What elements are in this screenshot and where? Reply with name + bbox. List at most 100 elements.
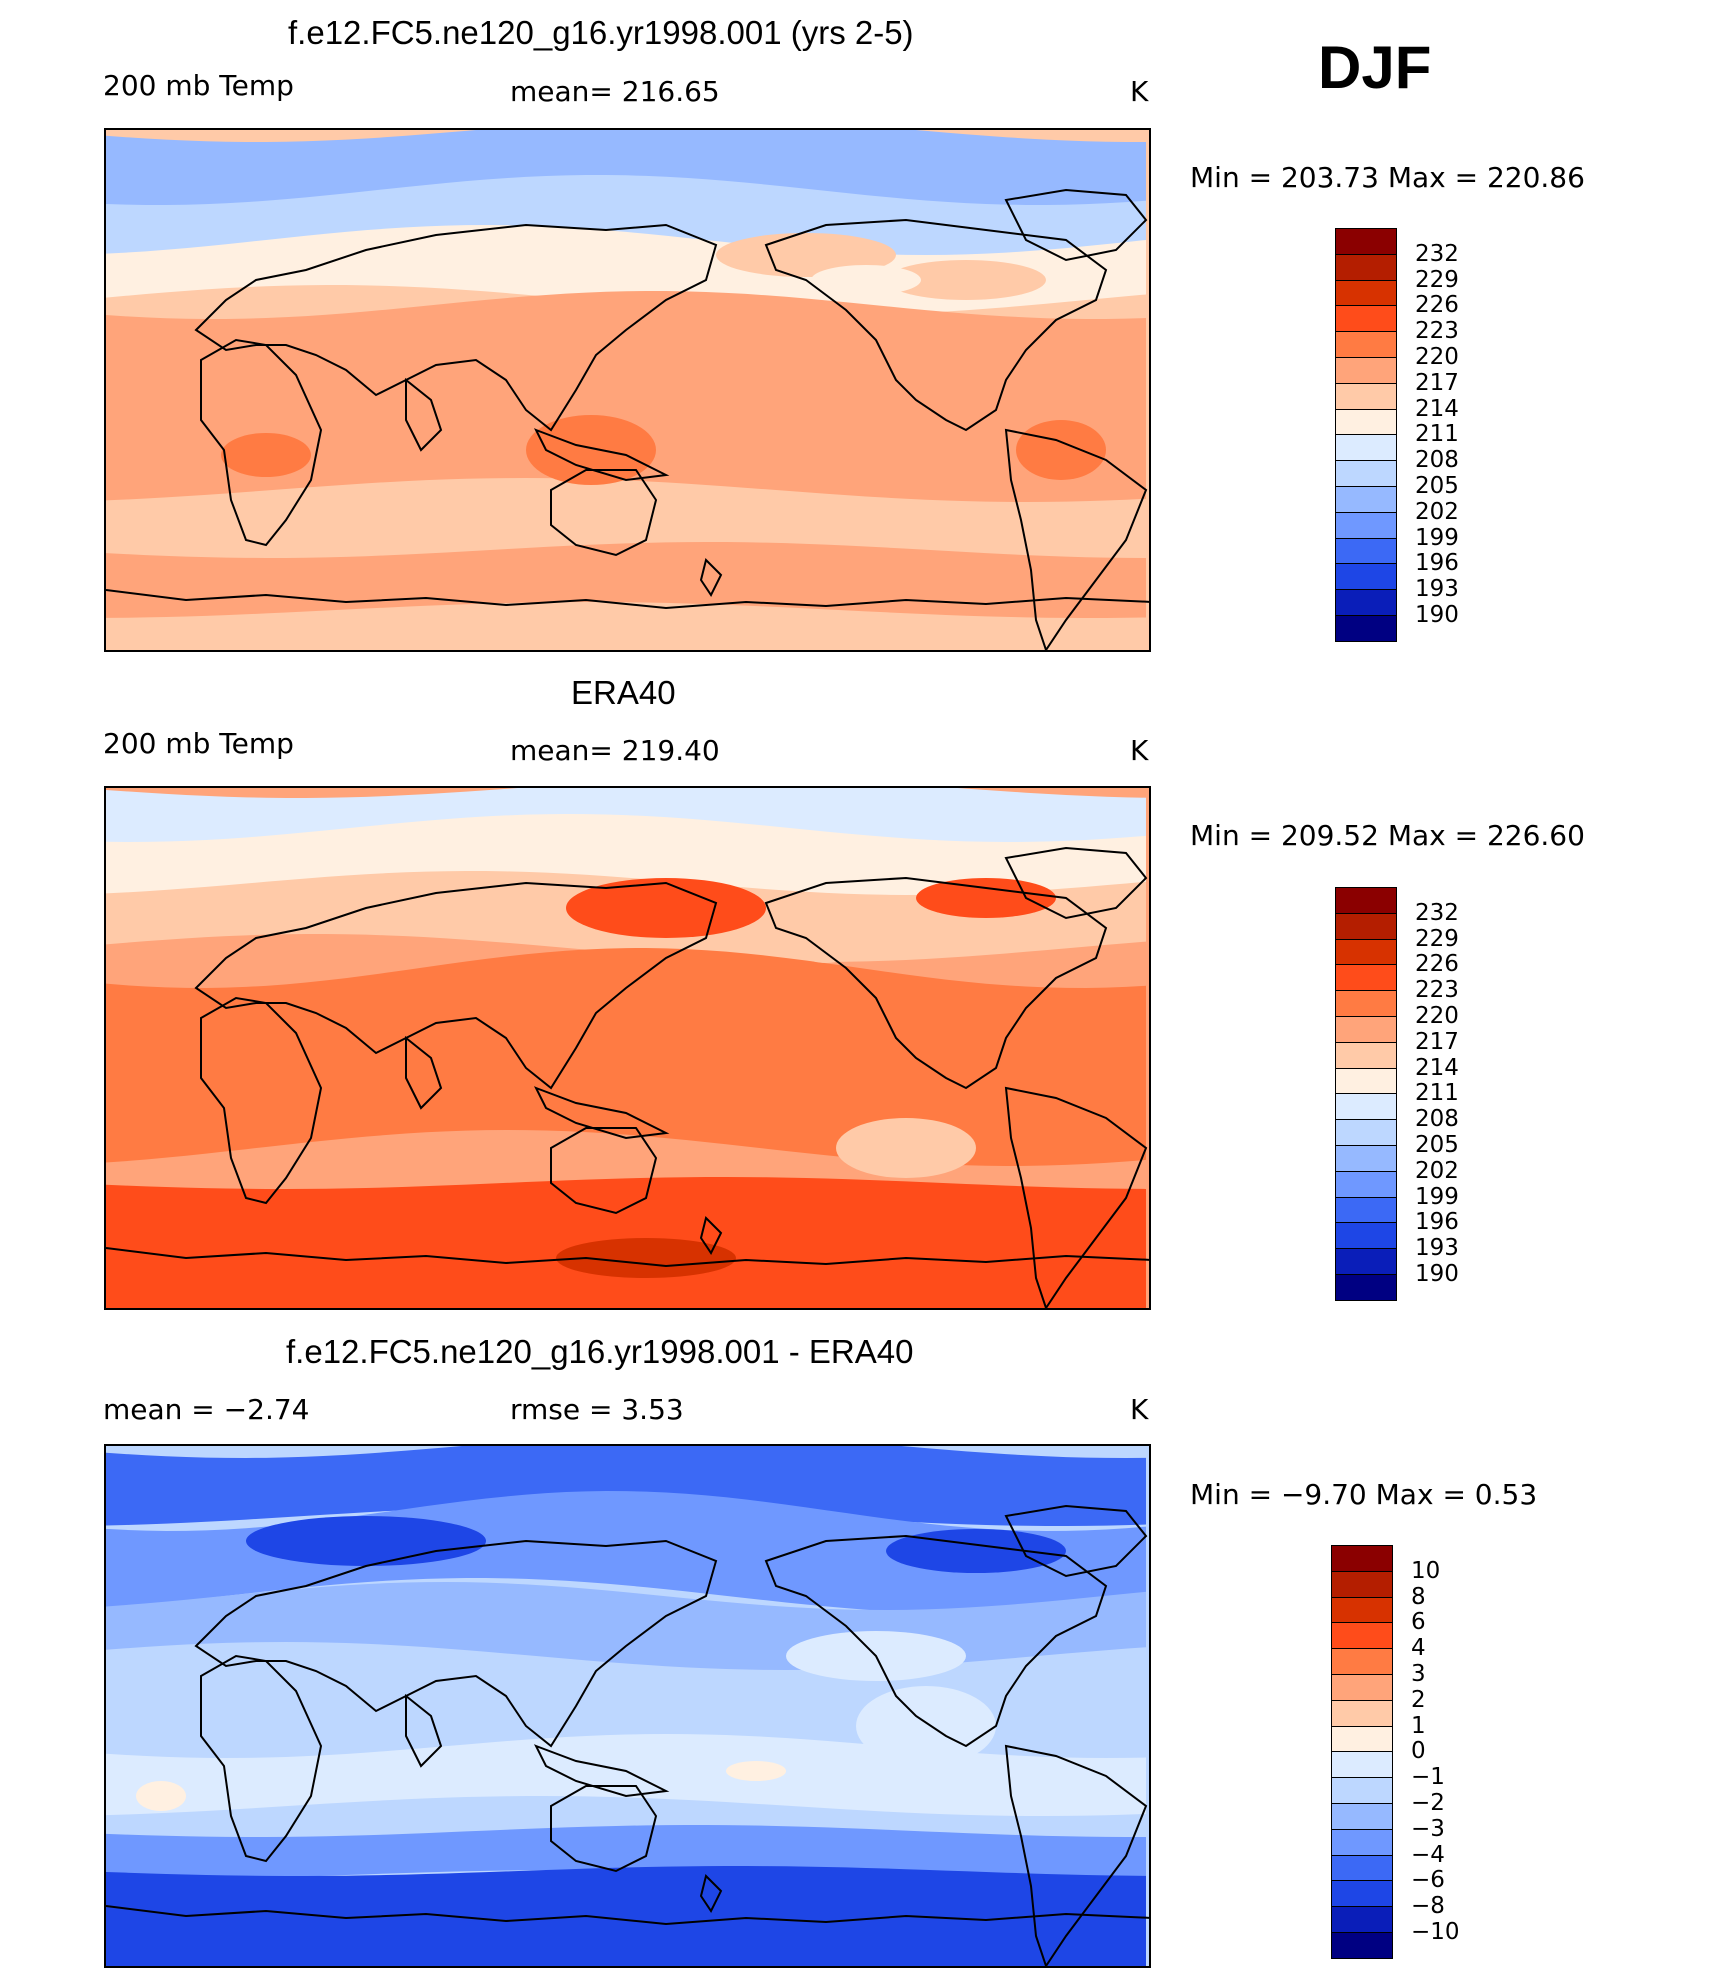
colorbar-swatch [1335,1222,1397,1250]
coastline [699,1874,723,1913]
coastline [405,1693,443,1768]
coastline [550,469,658,557]
map-panel-model [104,128,1151,652]
coastline [194,223,718,432]
coastline [533,1744,670,1798]
colorbar-tick-label: 205 [1415,473,1459,499]
field-band [106,291,1146,502]
mean-label: mean= 216.65 [510,75,720,108]
colorbar-swatch [1331,1854,1393,1882]
min-max-label: Min = 203.73 Max = 220.86 [1190,161,1585,194]
colorbar-tick-label: −4 [1411,1841,1445,1868]
colorbar-swatch [1331,1674,1393,1702]
coastline [764,876,1108,1090]
colorbar-tick-label: 193 [1415,1235,1459,1262]
coastline [550,1785,658,1873]
colorbar-tick-label: 211 [1415,1080,1459,1107]
colorbar-swatch [1335,1067,1397,1095]
coastline [405,1035,443,1110]
coastline [1004,428,1148,650]
colorbar-swatch [1331,1777,1393,1805]
colorbar-swatch [1331,1570,1393,1599]
field-band [106,175,1146,262]
field-band [106,542,1146,618]
field-blobs [221,415,1106,485]
mean-label: mean= 219.40 [510,734,720,767]
colorbar-swatch [1335,537,1397,565]
coastline [106,589,1149,610]
colorbar-swatch [1331,1932,1393,1960]
variable-label: 200 mb Temp [103,69,294,102]
colorbar-tick-label: 205 [1415,1132,1459,1158]
colorbar-swatch [1335,357,1397,385]
colorbar-tick-label: 199 [1415,1183,1459,1210]
colorbar-tick-label: −10 [1411,1919,1460,1945]
coastline [1004,1504,1148,1578]
colorbar-tick-label: 217 [1415,1028,1459,1055]
colorbar-swatch [1331,1906,1393,1934]
colorbar-swatch [1335,305,1397,333]
map-panel-difference [104,1444,1151,1968]
field-band [106,1825,1146,1882]
colorbar-swatch [1335,228,1397,256]
coastline [194,881,718,1090]
panel-title: f.e12.FC5.ne120_g16.yr1998.001 (yrs 2-5) [288,14,914,51]
colorbar-swatch [1331,1803,1393,1831]
colorbar-swatch [1335,382,1397,411]
colorbar-tick-label: −8 [1411,1893,1445,1920]
coastline [699,558,723,597]
colorbar-swatch [1331,1596,1393,1624]
field-band [106,1446,1146,1526]
colorbar-tick-label: 229 [1415,925,1459,952]
field-blobs [811,265,921,295]
coastline [533,1086,670,1140]
field-blobs [791,913,976,1178]
coastline [764,218,1108,432]
coastline [533,428,670,482]
colorbar-swatch [1335,938,1397,966]
colorbar-swatch [1331,1828,1393,1857]
colorbar-tick-label: 8 [1411,1583,1426,1610]
colorbar-swatch [1331,1622,1393,1650]
colorbar-tick-label: 196 [1415,550,1459,577]
colorbar-tick-label: 214 [1415,395,1459,422]
variable-label: 200 mb Temp [103,727,294,760]
colorbar-swatch [1335,990,1397,1018]
colorbar-swatch [1335,1093,1397,1121]
colorbar-tick-label: 232 [1415,899,1459,926]
colorbar-tick-label: 190 [1415,602,1459,628]
colorbar-tick-label: 3 [1411,1661,1426,1687]
colorbar-tick-label: 6 [1411,1609,1426,1636]
colorbar-swatch [1335,1041,1397,1070]
colorbar-tick-label: −1 [1411,1764,1445,1791]
coastline [550,1127,658,1215]
colorbar-swatch [1335,253,1397,282]
colorbar-tick-label: 202 [1415,1157,1459,1184]
colorbar-tick-label: 4 [1411,1635,1426,1662]
colorbar-tick-label: 223 [1415,318,1459,345]
colorbar-tick-label: 2 [1411,1686,1426,1713]
colorbar-swatch [1335,1248,1397,1276]
colorbar-swatch [1335,408,1397,436]
colorbar-swatch [1331,1751,1393,1779]
colorbar-swatch [1335,912,1397,941]
colorbar-swatch [1331,1725,1393,1753]
colorbar-tick-label: 211 [1415,421,1459,448]
colorbar-swatch [1331,1648,1393,1676]
colorbar-tick-label: 0 [1411,1738,1426,1765]
colorbar-tick-label: −2 [1411,1790,1445,1816]
field-band [106,948,1146,1166]
colorbar-swatch [1331,1699,1393,1728]
colorbar-swatch [1331,1545,1393,1573]
colorbar-swatch [1335,1170,1397,1199]
units-label: K [1130,1393,1149,1426]
colorbar-swatch [1335,615,1397,643]
colorbar-swatch [1335,279,1397,307]
map-panel-era40 [104,786,1151,1310]
coastline [194,1539,718,1748]
colorbar-swatch [1335,563,1397,591]
coastline [106,1247,1149,1268]
colorbar-tick-label: 1 [1411,1712,1426,1739]
coastline [1004,1086,1148,1308]
colorbar-swatch [1335,434,1397,462]
